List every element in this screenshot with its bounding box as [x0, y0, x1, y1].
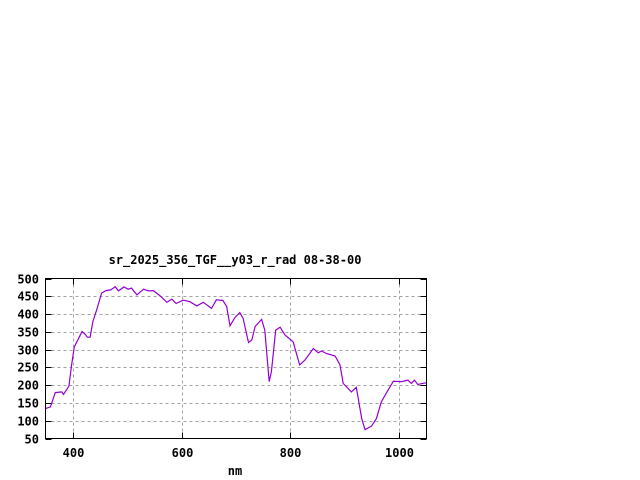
y-tick-label: 250 [17, 361, 39, 375]
series-line [45, 285, 427, 431]
y-tick-label: 500 [17, 273, 39, 287]
x-axis: 400 600 800 1000 [63, 278, 414, 460]
x-axis-label: nm [228, 464, 242, 478]
y-tick-label: 400 [17, 308, 39, 322]
x-tick-label: 1000 [385, 446, 414, 460]
y-tick-label: 350 [17, 326, 39, 340]
x-tick-label: 400 [63, 446, 85, 460]
grid [45, 278, 427, 439]
chart-title: sr_2025_356_TGF__y03_r_rad 08-38-00 [109, 253, 362, 268]
plot-border [45, 278, 427, 439]
y-tick-label: 100 [17, 415, 39, 429]
y-tick-label: 150 [17, 397, 39, 411]
x-tick-label: 600 [172, 446, 194, 460]
x-tick-label: 800 [280, 446, 302, 460]
y-axis: 50 100 150 200 250 300 350 400 450 500 [17, 273, 427, 447]
y-tick-label: 450 [17, 290, 39, 304]
y-tick-label: 50 [25, 433, 39, 447]
y-tick-label: 300 [17, 344, 39, 358]
y-tick-label: 200 [17, 379, 39, 393]
